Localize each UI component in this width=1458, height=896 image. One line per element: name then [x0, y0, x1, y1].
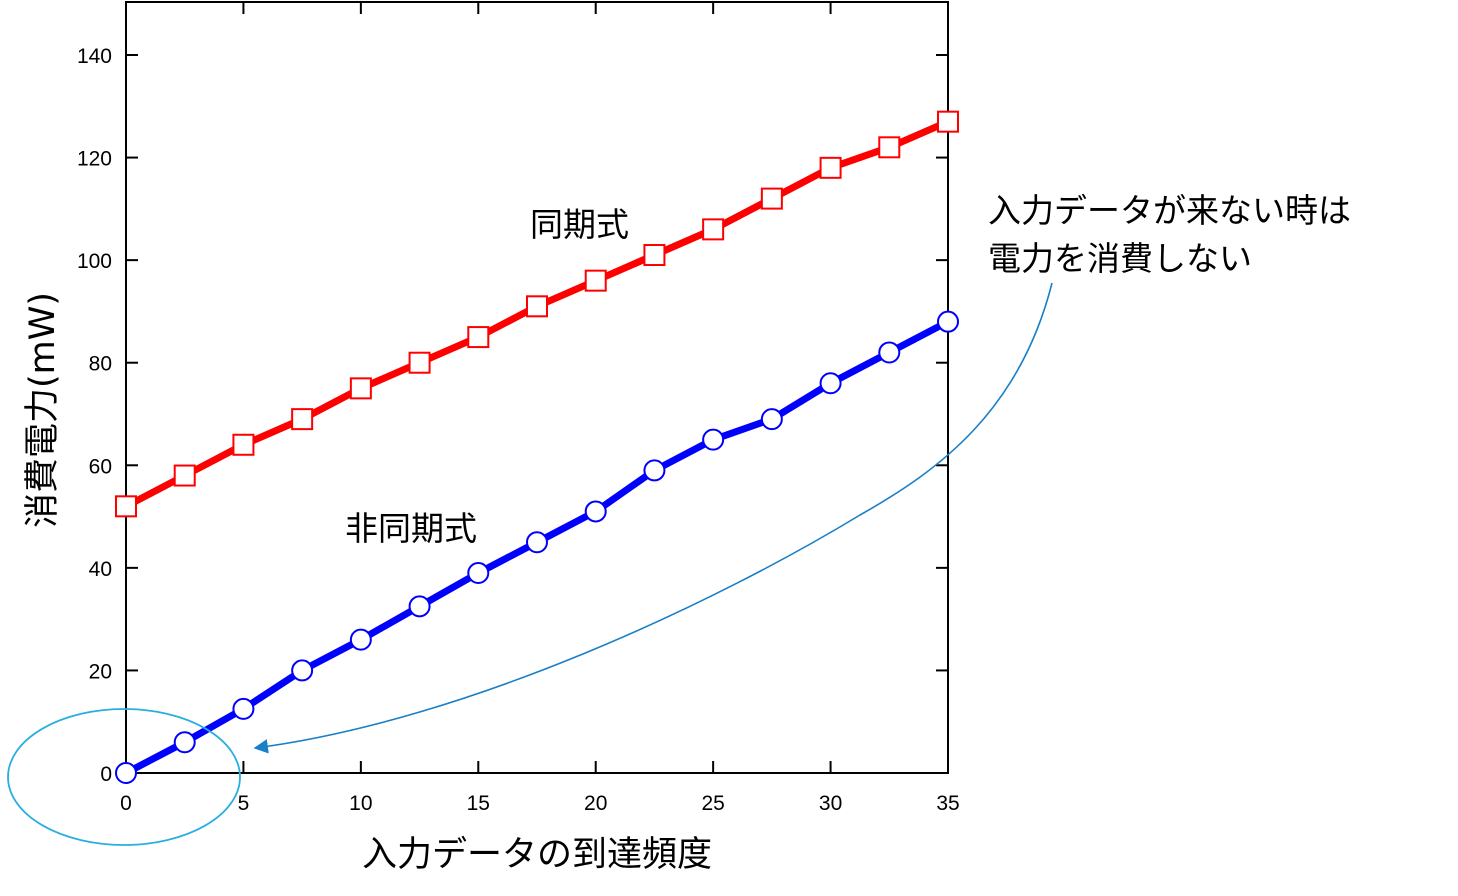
- annotation-arrow: [253, 282, 1053, 754]
- sync-data-point: [232, 433, 255, 456]
- async-data-point: [115, 762, 137, 784]
- x-tick-label: 20: [584, 792, 607, 815]
- sync-data-point: [760, 187, 783, 210]
- async-data-point: [702, 428, 725, 451]
- x-tick-label: 5: [238, 792, 250, 815]
- async-data-point: [819, 372, 842, 395]
- sync-data-point: [526, 295, 548, 318]
- x-axis-title: 入力データの到達頻度: [362, 835, 712, 875]
- x-tick-label: 10: [349, 792, 372, 815]
- sync-data-point: [173, 464, 196, 487]
- async-data-point: [291, 659, 314, 682]
- y-tick-label: 120: [77, 148, 112, 171]
- sync-data-point: [937, 110, 959, 133]
- async-data-point: [937, 310, 959, 333]
- y-axis-title: 消費電力(mW): [23, 292, 63, 528]
- sync-data-point: [878, 136, 901, 159]
- async-data-point: [467, 561, 490, 584]
- y-tick-label: 80: [89, 353, 112, 376]
- sync-data-point: [643, 244, 666, 267]
- sync-data-point: [467, 326, 490, 349]
- series-label-sync: 同期式: [530, 205, 629, 244]
- x-tick-label: 30: [819, 792, 842, 815]
- y-tick-label: 0: [100, 763, 112, 786]
- annotation-line-2: 電力を消費しない: [988, 239, 1252, 278]
- sync-data-point: [819, 156, 842, 179]
- series-layer: [115, 110, 959, 784]
- async-data-point: [173, 731, 196, 754]
- sync-data-point: [291, 408, 314, 431]
- y-tick-label: 140: [77, 45, 112, 68]
- x-tick-label: 15: [467, 792, 490, 815]
- sync-data-point: [115, 495, 137, 518]
- y-tick-label: 40: [89, 558, 112, 581]
- y-tick-label: 60: [89, 455, 112, 478]
- sync-data-point: [584, 269, 607, 292]
- async-data-point: [878, 341, 901, 364]
- x-tick-label: 0: [120, 792, 132, 815]
- async-data-point: [643, 459, 666, 482]
- axis-ticks: 0 5 10 15 20 25 30 35 0 20 40 60 80 100 120 140: [77, 2, 960, 815]
- annotation-line-1: 入力データが来ない時は: [988, 191, 1351, 230]
- async-data-point: [526, 531, 548, 554]
- async-data-point: [760, 408, 783, 431]
- sync-data-point: [702, 218, 725, 241]
- async-data-point: [584, 500, 607, 523]
- y-tick-label: 100: [77, 250, 112, 273]
- sync-data-point: [349, 377, 372, 400]
- sync-data-point: [408, 351, 431, 374]
- origin-highlight-ellipse: [7, 708, 241, 846]
- async-data-point: [232, 697, 255, 720]
- x-tick-label: 25: [701, 792, 724, 815]
- plot-frame: [125, 1, 949, 774]
- async-data-point: [349, 628, 372, 651]
- async-data-point: [408, 595, 431, 618]
- y-tick-label: 20: [89, 660, 112, 683]
- x-tick-label: 35: [936, 792, 959, 815]
- series-label-async: 非同期式: [345, 509, 477, 548]
